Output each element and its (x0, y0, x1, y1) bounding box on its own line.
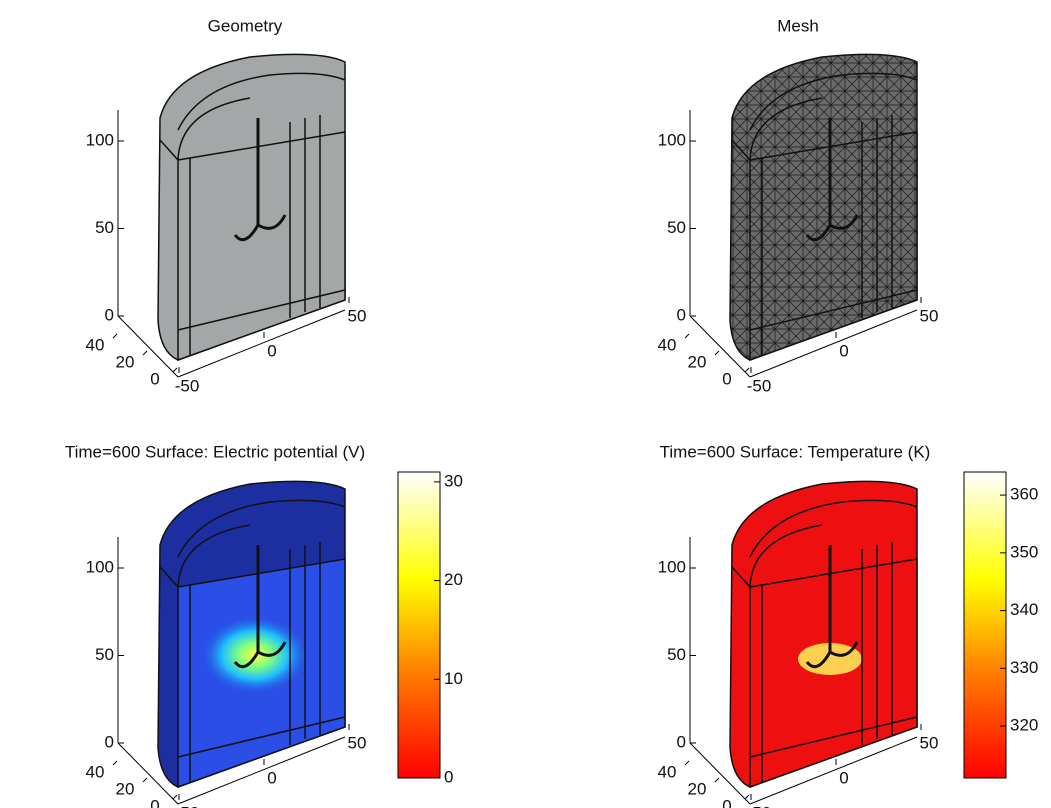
y-tick (685, 334, 689, 338)
y-tick-label: 40 (658, 335, 677, 354)
x-tick-label: 50 (348, 306, 367, 325)
x-tick-label: 0 (267, 768, 276, 787)
colorbar-tick-label: 20 (444, 570, 463, 589)
plot: 0 50 100 -50 0 50 0 20 40 (658, 54, 939, 395)
y-tick (745, 368, 749, 372)
page: {"panels": [ {"title": "Geometry", "styl… (0, 0, 1051, 808)
y-tick (113, 761, 117, 765)
y-tick (143, 351, 147, 355)
colorbar-tick-label: 10 (444, 669, 463, 688)
y-tick (173, 368, 177, 372)
x-tick-label: 50 (920, 306, 939, 325)
colorbar-tick-label: 360 (1010, 485, 1038, 504)
panel-title: Mesh (777, 16, 819, 35)
x-tick-label: 50 (920, 733, 939, 752)
y-tick-label: 20 (688, 352, 707, 371)
z-tick-label: 100 (86, 557, 114, 576)
y-tick (173, 795, 177, 799)
y-tick-label: 0 (150, 796, 159, 808)
y-tick-label: 40 (658, 762, 677, 781)
z-tick-label: 0 (677, 305, 686, 324)
y-tick-label: 40 (86, 335, 105, 354)
x-tick-label: 0 (839, 341, 848, 360)
panel-title: Time=600 Surface: Temperature (K) (660, 442, 931, 461)
x-tick-label: -50 (747, 376, 772, 395)
colorbar-tick-label: 0 (444, 767, 453, 786)
z-tick-label: 50 (95, 218, 114, 237)
z-tick-label: 0 (105, 305, 114, 324)
y-tick (113, 334, 117, 338)
y-tick-label: 20 (688, 779, 707, 798)
y-tick (745, 795, 749, 799)
y-tick-label: 20 (116, 779, 135, 798)
z-tick-label: 100 (86, 130, 114, 149)
colorbar-tick-label: 330 (1010, 658, 1038, 677)
x-tick-label: 0 (267, 341, 276, 360)
y-tick-label: 0 (150, 369, 159, 388)
panel-title: Time=600 Surface: Electric potential (V) (65, 442, 365, 461)
colorbar-tick-label: 340 (1010, 600, 1038, 619)
y-tick (715, 351, 719, 355)
x-tick-label: -50 (175, 803, 200, 808)
y-tick (715, 778, 719, 782)
y-tick-label: 40 (86, 762, 105, 781)
x-tick-label: 50 (348, 733, 367, 752)
panel-title: Geometry (208, 16, 283, 35)
z-tick-label: 50 (667, 645, 686, 664)
z-tick-label: 0 (677, 732, 686, 751)
x-tick-label: -50 (175, 376, 200, 395)
y-tick (143, 778, 147, 782)
z-tick-label: 0 (105, 732, 114, 751)
y-tick-label: 20 (116, 352, 135, 371)
colorbar (964, 472, 1006, 778)
colorbar-tick-label: 320 (1010, 716, 1038, 735)
z-tick-label: 100 (658, 130, 686, 149)
z-tick-label: 100 (658, 557, 686, 576)
z-tick-label: 50 (95, 645, 114, 664)
x-tick-label: -50 (747, 803, 772, 808)
z-tick-label: 50 (667, 218, 686, 237)
figure: Geometry050100-5005002040Mesh050100-5005… (0, 0, 1051, 808)
y-tick-label: 0 (722, 796, 731, 808)
y-tick (685, 761, 689, 765)
x-tick-label: 0 (839, 768, 848, 787)
colorbar-tick-label: 350 (1010, 542, 1038, 561)
y-tick-label: 0 (722, 369, 731, 388)
colorbar-tick-label: 30 (444, 471, 463, 490)
colorbar (398, 472, 440, 778)
plot: 0 50 100 -50 0 50 0 20 40 (86, 54, 367, 395)
plot: 0 50 100 -50 0 50 0 20 40 320 330 340 350 360 (658, 472, 1039, 808)
